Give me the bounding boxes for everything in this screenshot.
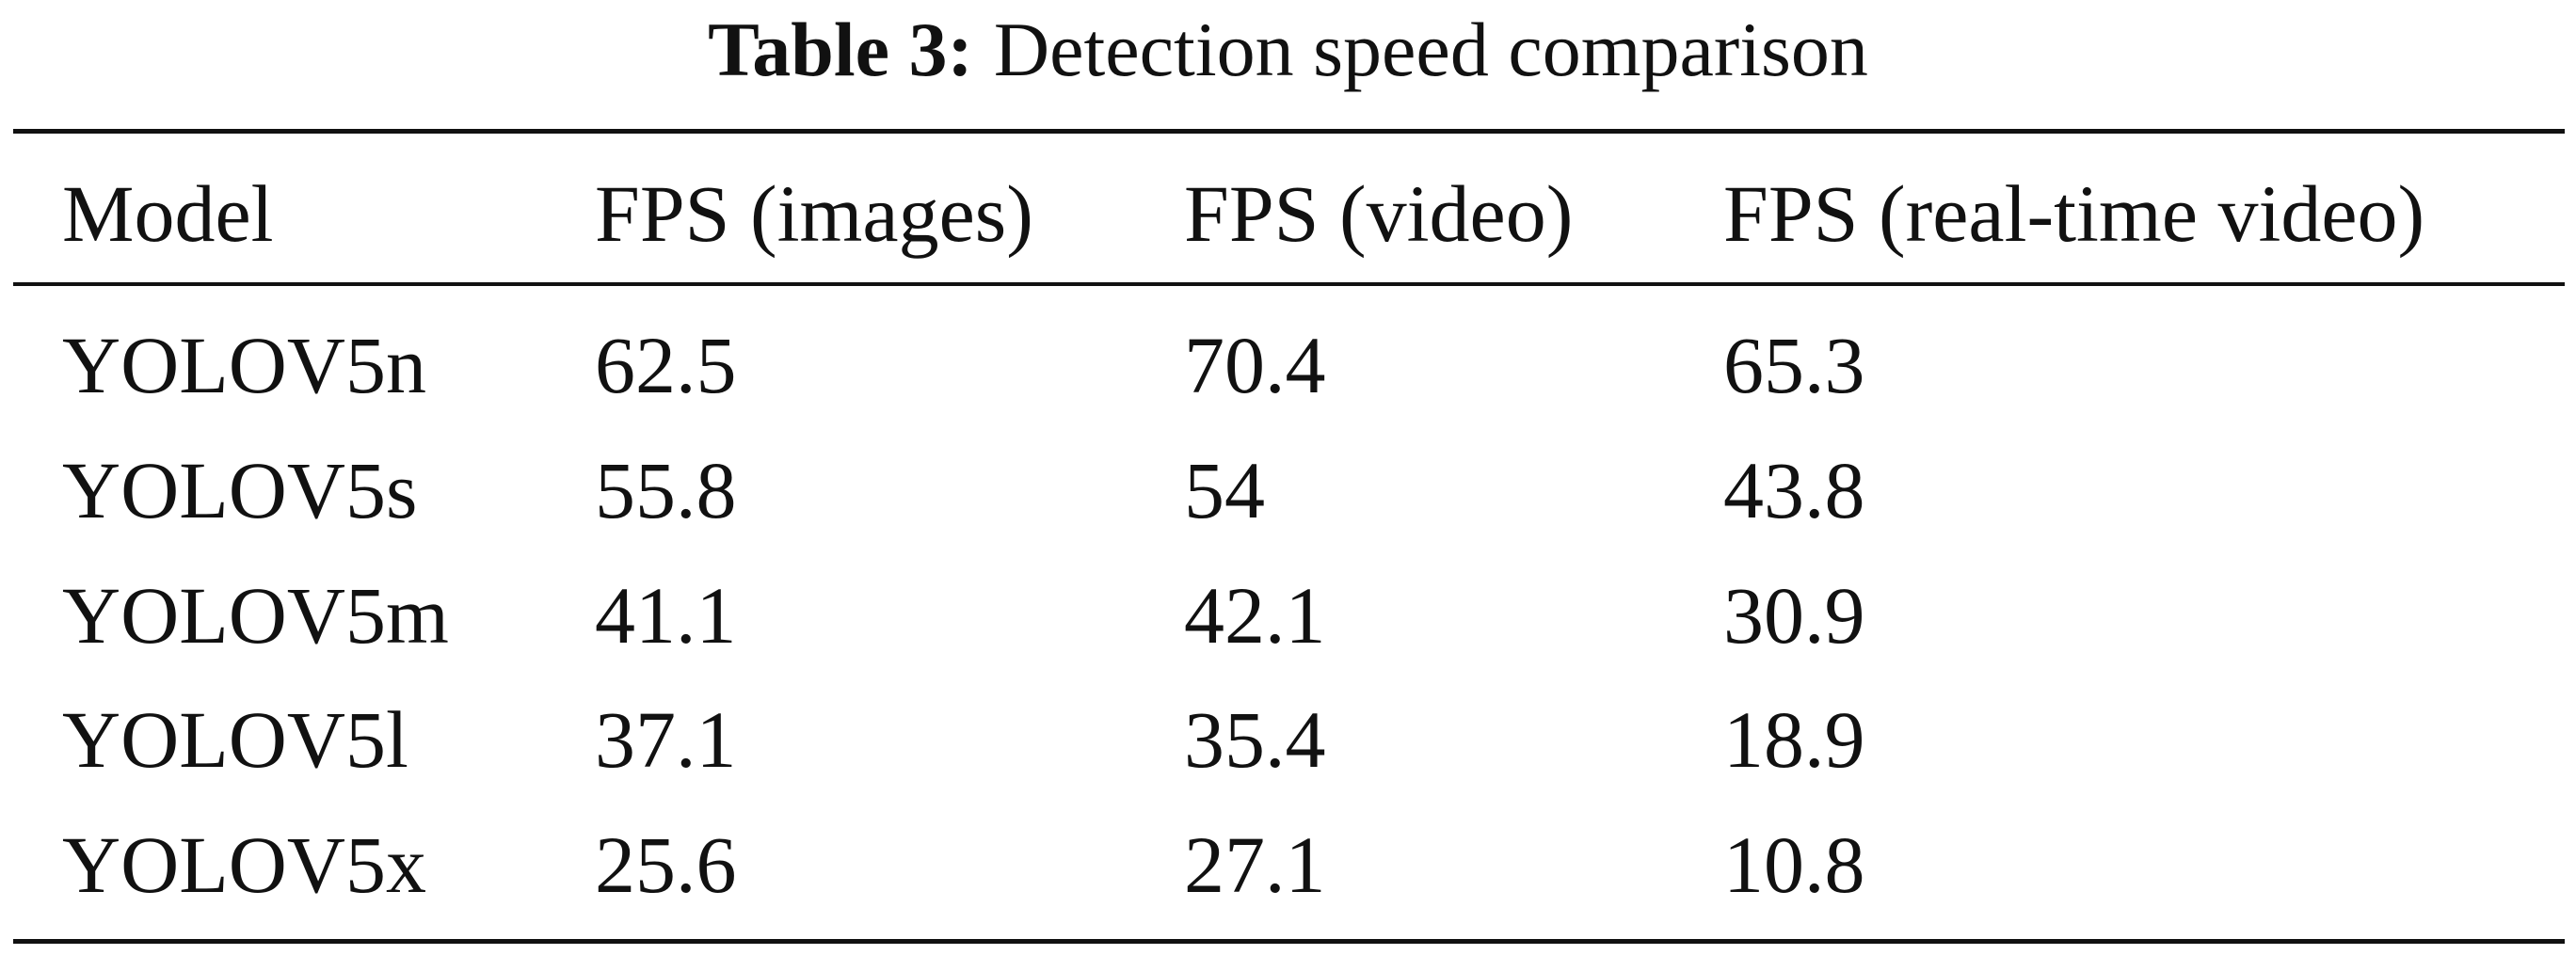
value-cell: 27.1 — [1184, 820, 1326, 911]
mid-rule — [13, 282, 2565, 286]
value-cell: 18.9 — [1723, 694, 1865, 786]
value-cell: 30.9 — [1723, 569, 1865, 661]
value-cell: 43.8 — [1723, 444, 1865, 535]
table-caption: Table 3: Detection speed comparison — [0, 8, 2576, 92]
value-cell: 42.1 — [1184, 569, 1326, 661]
value-cell: 35.4 — [1184, 694, 1326, 786]
caption-label: Table 3: — [708, 7, 973, 92]
model-cell: YOLOV5l — [62, 694, 408, 786]
value-cell: 55.8 — [595, 444, 737, 535]
value-cell: 25.6 — [595, 820, 737, 911]
header-cell: FPS (real-time video) — [1723, 168, 2425, 259]
model-cell: YOLOV5s — [62, 444, 418, 535]
model-cell: YOLOV5n — [62, 320, 426, 410]
value-cell: 10.8 — [1723, 820, 1865, 911]
header-cell: FPS (video) — [1184, 168, 1574, 259]
value-cell: 37.1 — [595, 694, 737, 786]
value-cell: 41.1 — [595, 569, 737, 661]
value-cell: 65.3 — [1723, 320, 1865, 410]
header-cell: FPS (images) — [595, 168, 1033, 259]
model-cell: YOLOV5m — [62, 569, 449, 661]
value-cell: 54 — [1184, 444, 1265, 535]
caption-text: Detection speed comparison — [993, 7, 1868, 92]
value-cell: 70.4 — [1184, 320, 1326, 410]
header-cell: Model — [62, 168, 274, 259]
top-rule — [13, 129, 2565, 134]
bottom-rule — [13, 939, 2565, 944]
value-cell: 62.5 — [595, 320, 737, 410]
model-cell: YOLOV5x — [62, 820, 426, 911]
